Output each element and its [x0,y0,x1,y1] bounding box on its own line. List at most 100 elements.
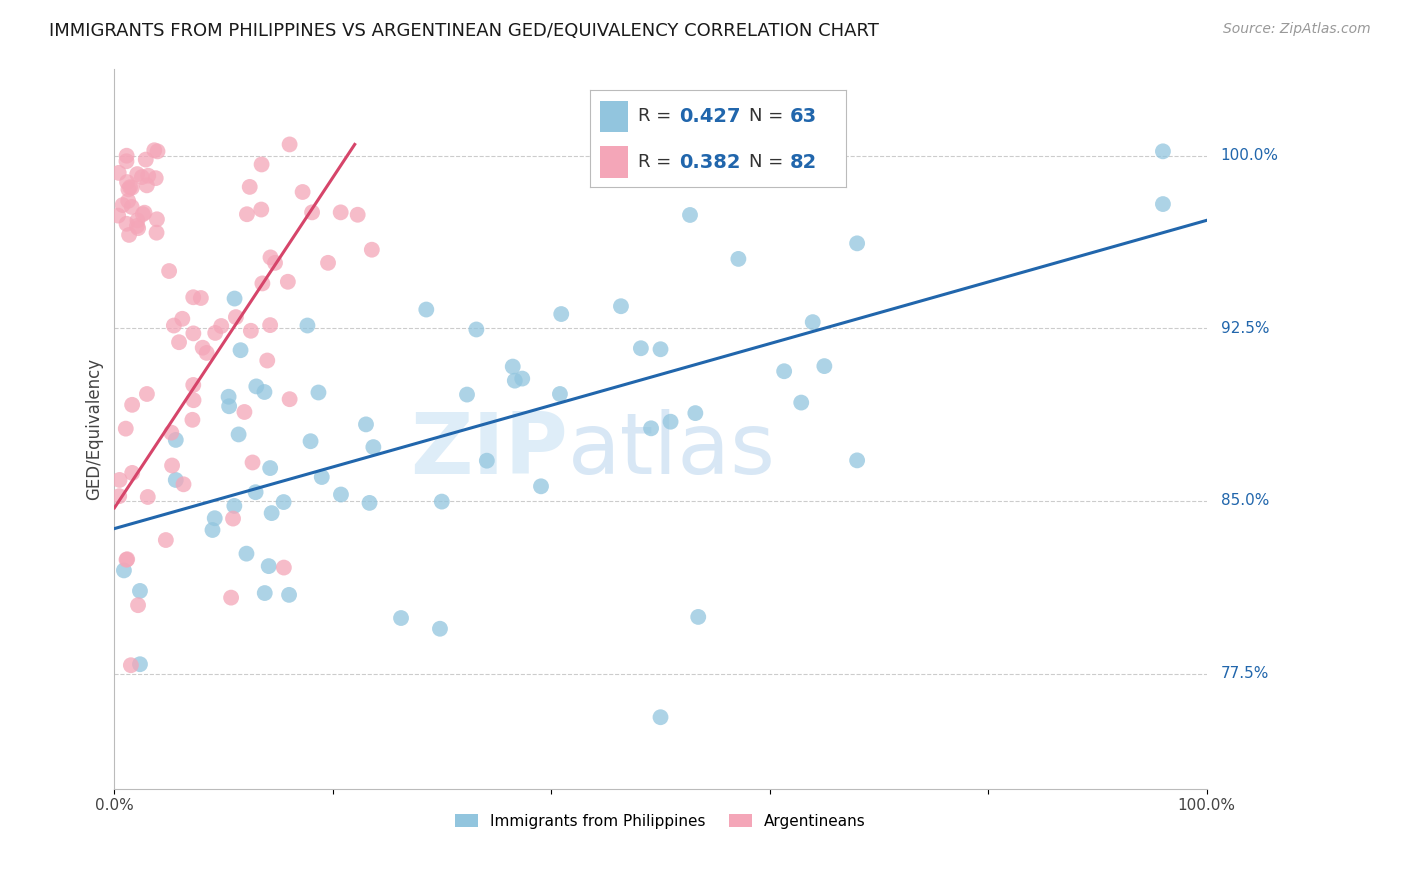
Point [259,251,281,265]
Point [278,588,301,602]
Point [204,326,226,340]
Point [121,180,143,194]
Point [360,243,382,257]
Point [359,496,381,510]
Point [108,473,131,487]
Point [640,421,662,435]
Point [146,145,169,159]
Point [250,202,273,217]
Point [277,275,299,289]
Point [118,180,141,194]
Point [115,552,138,566]
Point [115,552,138,566]
Point [329,205,352,219]
Point [311,470,333,484]
Point [273,560,295,574]
Point [354,417,377,432]
Point [465,322,488,336]
Point [278,392,301,407]
Point [224,499,246,513]
Point [173,477,195,491]
Point [201,523,224,537]
Point [131,170,153,185]
Point [813,359,835,373]
Point [181,290,204,304]
Point [115,175,138,189]
Point [115,217,138,231]
Point [236,207,259,221]
Point [256,353,278,368]
Point [659,415,682,429]
Point [503,374,526,388]
Point [685,406,707,420]
Point [429,622,451,636]
Point [250,157,273,171]
Point [127,167,149,181]
Point [679,208,702,222]
Point [145,226,167,240]
Point [430,494,453,508]
Point [183,393,205,408]
Point [688,610,710,624]
Text: 77.5%: 77.5% [1220,666,1268,681]
Point [143,143,166,157]
Point [389,611,412,625]
Point [316,256,339,270]
Point [127,213,149,227]
Point [195,346,218,360]
Point [111,198,134,212]
Point [297,318,319,333]
Point [183,326,205,341]
Point [846,236,869,251]
Point [727,252,749,266]
Point [228,427,250,442]
Point [145,171,167,186]
Point [1152,145,1174,159]
Point [136,490,159,504]
Point [650,343,672,357]
Point [253,586,276,600]
Point [259,461,281,475]
Point [308,385,330,400]
Point [363,440,385,454]
Point [129,657,152,672]
Point [218,390,240,404]
Point [222,511,245,525]
Point [209,318,232,333]
Point [291,185,314,199]
Point [299,434,322,449]
Point [127,598,149,612]
Point [245,485,267,500]
Point [650,710,672,724]
Text: Source: ZipAtlas.com: Source: ZipAtlas.com [1223,22,1371,37]
Point [1152,197,1174,211]
Point [257,559,280,574]
Point [121,466,143,480]
Point [121,200,143,214]
Point [790,395,813,409]
Point [191,341,214,355]
Point [135,178,157,193]
Point [120,658,142,673]
Point [475,453,498,467]
Point [273,495,295,509]
Point [502,359,524,374]
Point [125,219,148,233]
Point [253,384,276,399]
Point [242,455,264,469]
Point [181,413,204,427]
Point [260,506,283,520]
Point [172,311,194,326]
Point [801,315,824,329]
Point [117,182,139,196]
Point [530,479,553,493]
Point [415,302,437,317]
Point [157,264,180,278]
Point [610,299,633,313]
Text: 85.0%: 85.0% [1220,493,1268,508]
Point [165,473,187,487]
Point [134,205,156,219]
Point [259,318,281,332]
Point [114,422,136,436]
Point [252,277,274,291]
